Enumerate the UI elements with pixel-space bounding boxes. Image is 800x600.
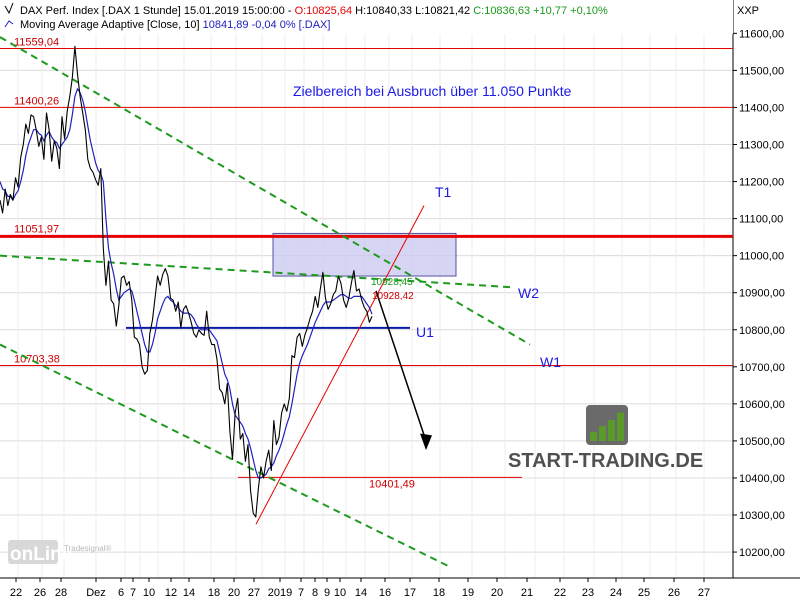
header-ohlc-c: C:10836,63 +10,77 +0,10% (470, 5, 608, 17)
logo-bar (617, 412, 624, 441)
x-tick-label: 2019 (268, 587, 292, 599)
plot-area (0, 0, 733, 578)
target-zone (272, 232, 457, 277)
header-ohlc-o: O:10825,64 (292, 5, 353, 17)
y-tick-label: 11500,00 (739, 65, 784, 77)
y-tick-label: 10800,00 (739, 325, 785, 337)
target-zone-caption: Zielbereich bei Ausbruch über 11.050 Pun… (293, 83, 572, 99)
price-label-b: 10928,42 (372, 291, 414, 302)
moving-average-line (0, 87, 373, 479)
logo-bar (599, 426, 606, 441)
x-tick-label: 16 (379, 587, 391, 599)
x-tick-label: 8 (312, 587, 318, 599)
watermark-brand: onLine (10, 544, 72, 565)
y-tick-label: 11600,00 (739, 28, 784, 40)
label-w2: W2 (518, 285, 539, 301)
watermark-sub: Tradesignal® (64, 544, 112, 553)
header-line-1: DAX Perf. Index [.DAX 1 Stunde] 15.01.20… (20, 5, 608, 17)
x-tick-label: 6 (118, 587, 124, 599)
x-tick-label: 27 (698, 587, 710, 599)
projection-arrow-head (420, 433, 432, 451)
y-tick-label: 11300,00 (739, 140, 784, 152)
label-u1: U1 (416, 324, 434, 340)
y-tick-label: 11000,00 (739, 251, 784, 263)
x-tick-label: 19 (462, 587, 474, 599)
x-tick-label: 22 (554, 587, 566, 599)
x-tick-label: 7 (298, 587, 304, 599)
x-tick-label: 26 (34, 587, 46, 599)
logo-text: START-TRADING.DE (508, 450, 703, 472)
y-tick-label: 10300,00 (739, 510, 785, 522)
trendline-w2 (0, 254, 511, 289)
logo: START-TRADING.DE (508, 405, 703, 472)
x-tick-label: 14 (355, 587, 367, 599)
x-tick-label: 18 (433, 587, 445, 599)
x-tick-label: 20 (491, 587, 503, 599)
y-tick-label: 11100,00 (739, 214, 783, 226)
header-backing (0, 0, 733, 34)
logo-bar (590, 432, 597, 441)
watermark-badge (8, 540, 58, 564)
level-label: 11400,26 (14, 95, 59, 107)
x-tick-label: 10 (334, 587, 346, 599)
x-tick-label: 7 (130, 587, 136, 599)
x-tick-label: 28 (55, 587, 67, 599)
y-tick-label: 10700,00 (739, 362, 785, 374)
x-tick-label: 14 (183, 587, 195, 599)
header-line1: DAX Perf. Index [.DAX 1 Stunde] 15.01.20… (20, 5, 292, 17)
level-label: 11559,04 (14, 37, 59, 49)
y-tick-label: 10600,00 (739, 399, 785, 411)
x-tick-label: 25 (638, 587, 650, 599)
label-t1: T1 (435, 184, 452, 200)
x-tick-label: 17 (404, 587, 416, 599)
axis-unit-label: XXP (737, 5, 759, 17)
x-tick-label: 27 (248, 587, 260, 599)
y-tick-label: 10900,00 (739, 288, 785, 300)
y-tick-label: 11400,00 (739, 102, 784, 114)
level-label: 11051,97 (14, 223, 59, 235)
header-line-2: Moving Average Adaptive [Close, 10] 1084… (20, 19, 330, 31)
logo-bar (608, 420, 615, 441)
x-tick-label: 22 (10, 587, 22, 599)
y-tick-label: 10500,00 (739, 436, 785, 448)
level-label: 10401,49 (369, 478, 415, 490)
x-tick-label: 26 (668, 587, 680, 599)
y-tick-label: 10200,00 (739, 547, 785, 559)
uptrend-line (255, 205, 425, 525)
price-series-marker (4, 2, 14, 15)
price-line (0, 45, 373, 518)
header-ohlc-l: L:10821,42 (412, 5, 470, 17)
y-tick-label: 11200,00 (739, 177, 784, 189)
x-tick-label: 24 (610, 587, 622, 599)
projection-arrow-shaft (375, 290, 427, 442)
ma-series-marker (4, 20, 14, 28)
label-w1: W1 (540, 354, 561, 370)
trendline-w1 (0, 36, 531, 346)
y-tick-label: 10400,00 (739, 473, 785, 485)
price-label-a: 10928,45 (371, 277, 413, 288)
header-ohlc-h: H:10840,33 (352, 5, 412, 17)
x-tick-label: 12 (165, 587, 177, 599)
x-tick-label: 23 (582, 587, 594, 599)
x-tick-label: 9 (324, 587, 330, 599)
x-tick-label: 21 (521, 587, 533, 599)
x-tick-label: 20 (228, 587, 240, 599)
chart-header: DAX Perf. Index [.DAX 1 Stunde] 15.01.20… (0, 0, 733, 34)
x-tick-label: 18 (208, 587, 220, 599)
header-line2: Moving Average Adaptive [Close, 10] (20, 19, 200, 31)
x-tick-label: 10 (143, 587, 155, 599)
x-tick-label: Dez (86, 587, 106, 599)
header-ma-value: 10841,89 -0,04 0% [.DAX] (200, 19, 331, 31)
